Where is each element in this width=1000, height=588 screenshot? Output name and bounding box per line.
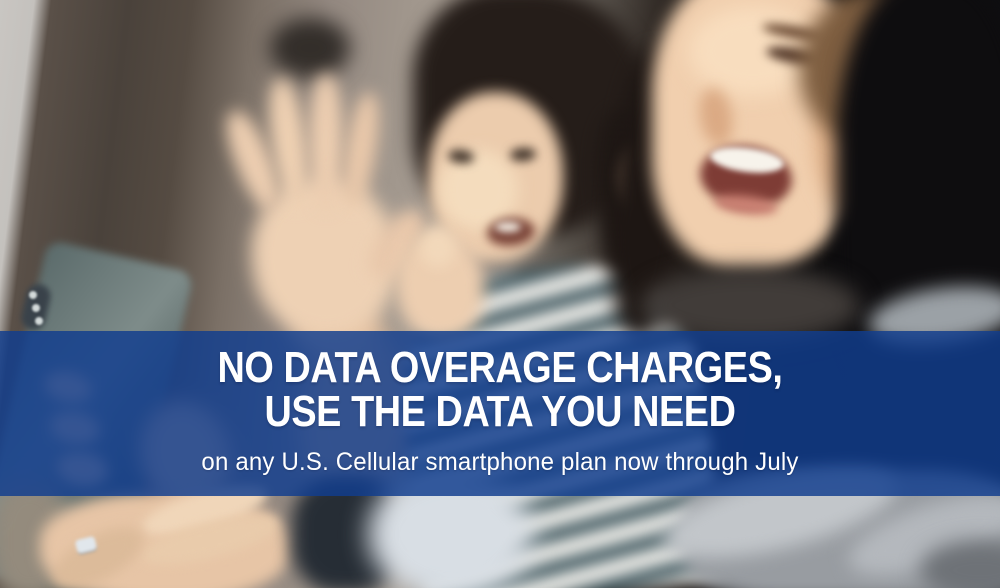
raised-hand-pinky-finger bbox=[337, 90, 385, 209]
child-fist-knuckle bbox=[420, 226, 456, 268]
child-cheek-highlight bbox=[438, 150, 518, 230]
raised-hand-ring-finger bbox=[309, 74, 343, 210]
child-teeth bbox=[495, 222, 521, 232]
promo-ribbon: NO DATA OVERAGE CHARGES, USE THE DATA YO… bbox=[0, 331, 1000, 496]
headline-line-1: NO DATA OVERAGE CHARGES, bbox=[217, 343, 783, 392]
smartphone-camera-lens bbox=[35, 317, 43, 325]
subheadline: on any U.S. Cellular smartphone plan now… bbox=[201, 448, 799, 476]
smartphone-camera-lens bbox=[29, 291, 37, 299]
mother-neck-shadow bbox=[640, 268, 860, 343]
smartphone-camera-lens bbox=[32, 304, 40, 312]
headline: NO DATA OVERAGE CHARGES, USE THE DATA YO… bbox=[0, 331, 1000, 434]
headline-line-2: USE THE DATA YOU NEED bbox=[264, 387, 736, 436]
door-handle-shadow bbox=[270, 18, 350, 78]
